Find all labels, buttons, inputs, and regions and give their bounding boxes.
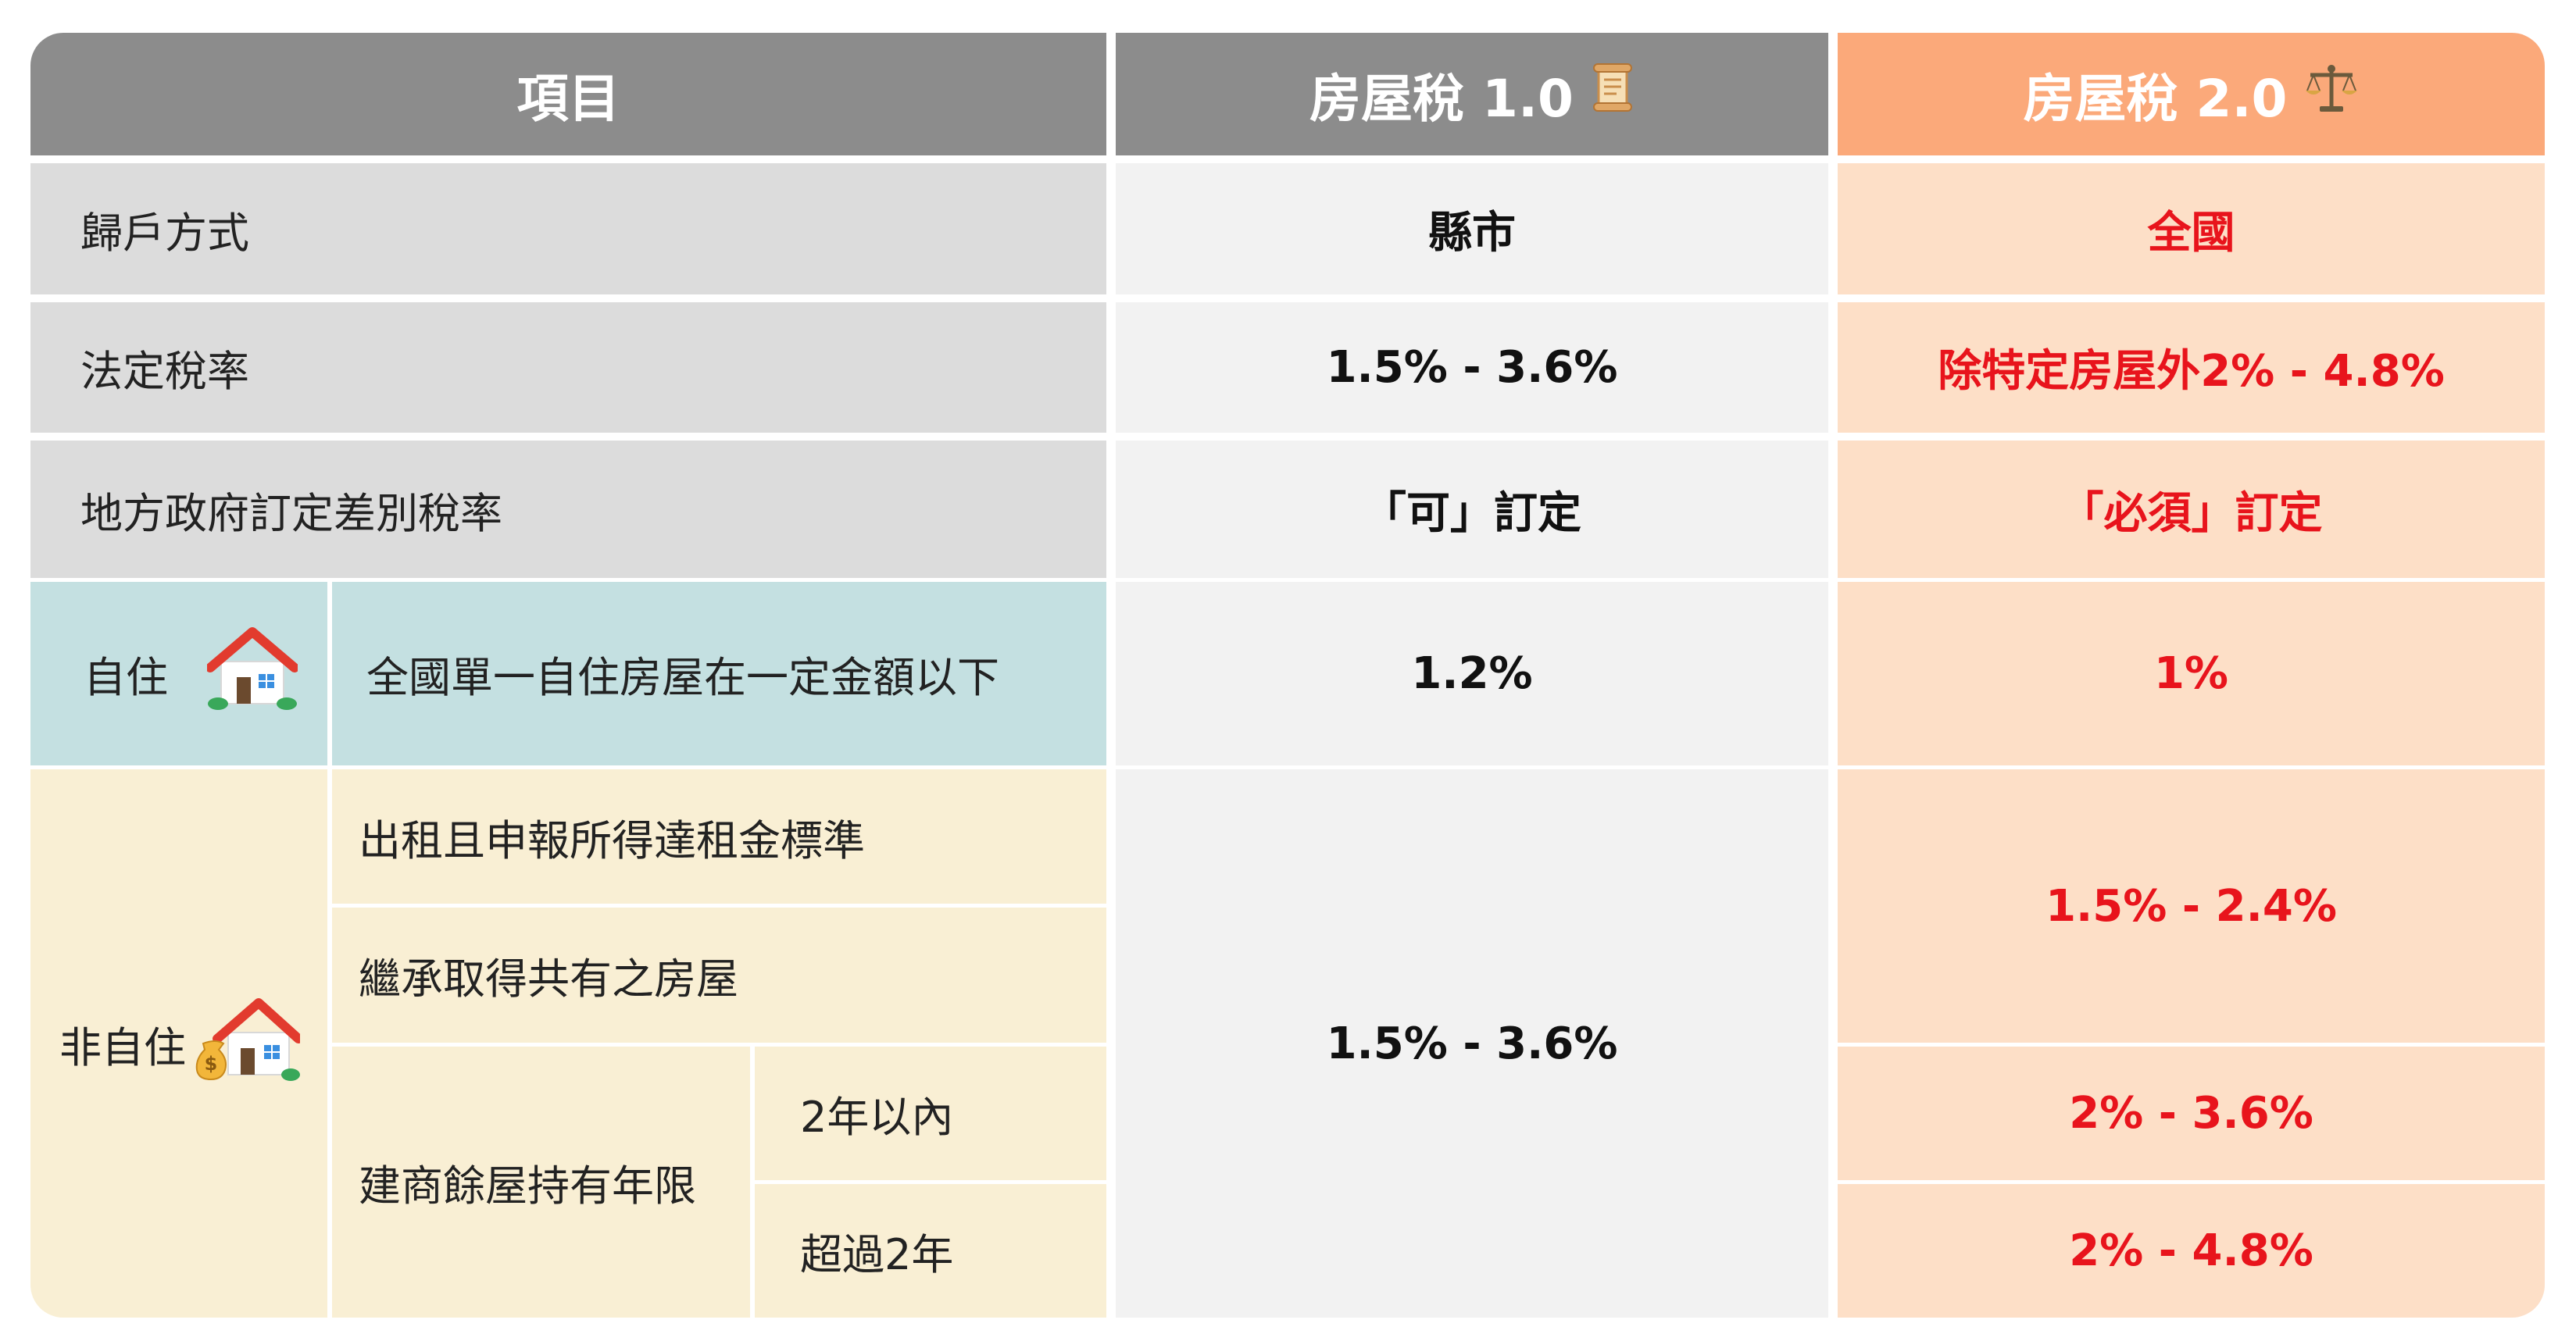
svg-text:$: $ (205, 1053, 218, 1075)
row-self-use-tax1-cell: 1.2% (1116, 582, 1828, 765)
header-tax2-label: 房屋稅 2.0 (2023, 68, 2288, 129)
row-legal-rate-label: 法定稅率 (80, 347, 249, 396)
row-self-use-desc: 全國單一自住房屋在一定金額以下 (366, 653, 999, 702)
header-tax1-label: 房屋稅 1.0 (1309, 68, 1574, 129)
row-non-self-category-cell: 非自住 $ (30, 769, 327, 1318)
row-household-tax1-value: 縣市 (1428, 207, 1516, 259)
row-local-rate-label-cell: 地方政府訂定差別稅率 (30, 441, 1106, 578)
row-within2-desc: 2年以內 (800, 1093, 954, 1142)
row-legal-rate-label-cell: 法定稅率 (30, 302, 1106, 433)
row-rent-desc: 出租且申報所得達租金標準 (359, 815, 865, 865)
row-local-rate-tax2-value: 「必須」訂定 (2060, 487, 2323, 539)
row-legal-rate-tax1-cell: 1.5% - 3.6% (1116, 302, 1828, 433)
row-rent-inherit-tax2-value: 1.5% - 2.4% (2045, 880, 2337, 932)
header-item-cell: 項目 (30, 33, 1106, 155)
row-household-label: 歸戶方式 (80, 208, 249, 258)
row-local-rate-label: 地方政府訂定差別稅率 (80, 488, 502, 538)
row-over2-tax2-cell: 2% - 4.8% (1838, 1184, 2545, 1318)
row-self-use-desc-cell: 全國單一自住房屋在一定金額以下 (332, 582, 1106, 765)
house-moneybag-icon: $ (192, 995, 303, 1093)
row-over2-desc-cell: 超過2年 (755, 1184, 1106, 1318)
row-self-use-category-cell: 自住 (30, 582, 327, 765)
tax-comparison-table: 項目 房屋稅 1.0 房屋稅 2.0 (30, 33, 2545, 1318)
row-builder-desc: 建商餘屋持有年限 (359, 1161, 696, 1211)
row-local-rate-tax2-cell: 「必須」訂定 (1838, 441, 2545, 578)
row-inherit-desc: 繼承取得共有之房屋 (359, 954, 738, 1004)
header-tax1-cell: 房屋稅 1.0 (1116, 33, 1828, 155)
row-self-use-tax2-value: 1% (2153, 648, 2229, 699)
row-self-use-category-label: 自住 (84, 653, 168, 702)
header-item-label: 項目 (516, 68, 620, 129)
row-local-rate-tax1-cell: 「可」訂定 (1116, 441, 1828, 578)
row-household-tax1-cell: 縣市 (1116, 163, 1828, 294)
scroll-icon (1591, 62, 1635, 127)
row-over2-desc: 超過2年 (800, 1230, 954, 1279)
row-self-use-tax1-value: 1.2% (1411, 648, 1533, 699)
row-rent-desc-cell: 出租且申報所得達租金標準 (332, 769, 1106, 904)
row-household-tax2-cell: 全國 (1838, 163, 2545, 294)
row-over2-tax2-value: 2% - 4.8% (2069, 1225, 2313, 1276)
row-builder-desc-cell: 建商餘屋持有年限 (332, 1047, 750, 1318)
row-within2-desc-cell: 2年以內 (755, 1047, 1106, 1180)
row-inherit-desc-cell: 繼承取得共有之房屋 (332, 908, 1106, 1043)
row-household-tax2-value: 全國 (2147, 207, 2235, 259)
row-within2-tax2-value: 2% - 3.6% (2069, 1088, 2313, 1139)
row-within2-tax2-cell: 2% - 3.6% (1838, 1047, 2545, 1180)
row-non-self-tax1-value: 1.5% - 3.6% (1326, 1018, 1618, 1069)
row-rent-inherit-tax2-cell: 1.5% - 2.4% (1838, 769, 2545, 1043)
balance-scale-icon (2304, 62, 2359, 127)
row-household-label-cell: 歸戶方式 (30, 163, 1106, 294)
row-legal-rate-tax2-cell: 除特定房屋外2% - 4.8% (1838, 302, 2545, 433)
house-icon (205, 626, 299, 722)
row-self-use-tax2-cell: 1% (1838, 582, 2545, 765)
row-legal-rate-tax1-value: 1.5% - 3.6% (1326, 342, 1618, 393)
row-local-rate-tax1-value: 「可」訂定 (1363, 487, 1581, 539)
row-non-self-tax1-cell: 1.5% - 3.6% (1116, 769, 1828, 1318)
header-tax2-cell: 房屋稅 2.0 (1838, 33, 2545, 155)
row-non-self-category-label: 非自住 (59, 1022, 186, 1072)
row-legal-rate-tax2-value: 除特定房屋外2% - 4.8% (1938, 346, 2445, 397)
